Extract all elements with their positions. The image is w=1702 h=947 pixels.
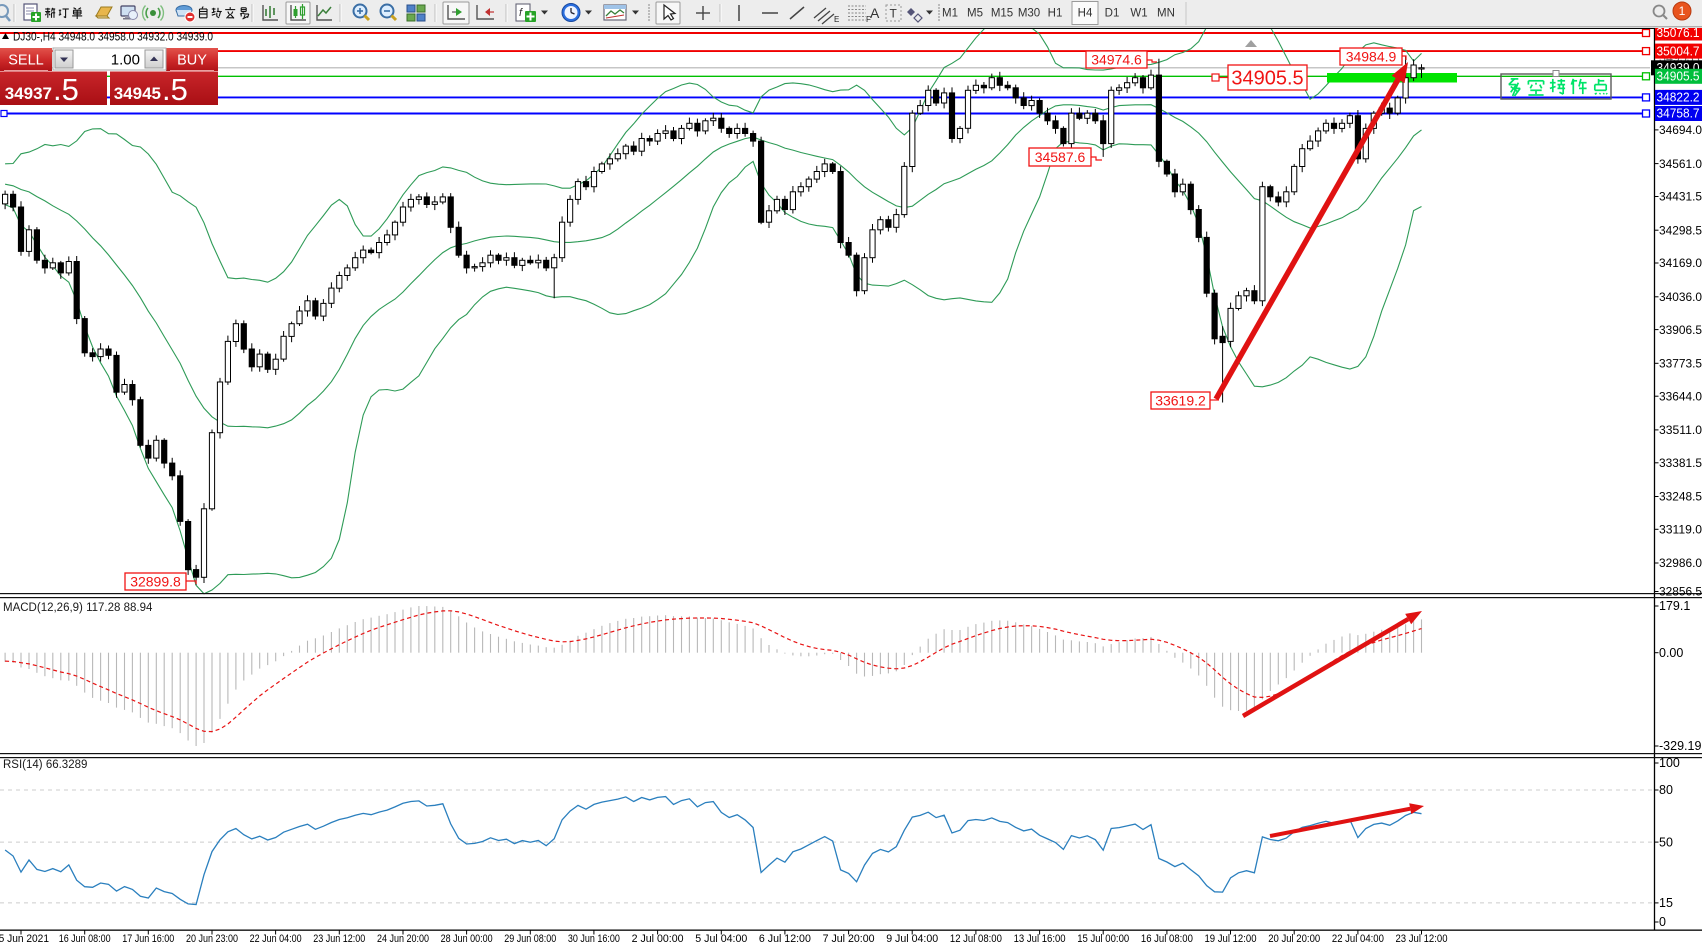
svg-text:80: 80 bbox=[1659, 783, 1673, 797]
svg-text:23 Jul 12:00: 23 Jul 12:00 bbox=[1396, 933, 1448, 945]
svg-text:17 Jun 16:00: 17 Jun 16:00 bbox=[122, 933, 174, 945]
svg-text:32899.8: 32899.8 bbox=[130, 574, 181, 590]
svg-text:2 Jul 00:00: 2 Jul 00:00 bbox=[632, 933, 684, 945]
svg-text:15: 15 bbox=[1659, 896, 1673, 910]
svg-text:f: f bbox=[519, 7, 523, 19]
svg-text:33511.0: 33511.0 bbox=[1659, 423, 1702, 437]
svg-text:0: 0 bbox=[1659, 915, 1666, 929]
svg-text:33773.5: 33773.5 bbox=[1659, 357, 1702, 371]
svg-text:0.00: 0.00 bbox=[1659, 646, 1683, 660]
svg-text:24 Jun 20:00: 24 Jun 20:00 bbox=[377, 933, 429, 945]
svg-text:F: F bbox=[866, 15, 871, 24]
svg-text:1: 1 bbox=[1679, 4, 1686, 18]
svg-text:20 Jul 20:00: 20 Jul 20:00 bbox=[1268, 933, 1320, 945]
svg-text:.5: .5 bbox=[53, 72, 79, 107]
svg-text:19 Jul 12:00: 19 Jul 12:00 bbox=[1205, 933, 1257, 945]
svg-text:W1: W1 bbox=[1130, 8, 1147, 20]
svg-text:H4: H4 bbox=[1078, 8, 1093, 20]
svg-text:15 Jun 2021: 15 Jun 2021 bbox=[0, 933, 49, 945]
svg-text:7 Jul 20:00: 7 Jul 20:00 bbox=[823, 933, 875, 945]
svg-text:E: E bbox=[834, 15, 839, 24]
svg-text:100: 100 bbox=[1659, 756, 1680, 770]
svg-text:33906.5: 33906.5 bbox=[1659, 323, 1702, 337]
svg-text:SELL: SELL bbox=[8, 53, 43, 69]
svg-text:34036.0: 34036.0 bbox=[1659, 290, 1702, 304]
svg-text:-329.19: -329.19 bbox=[1659, 739, 1701, 753]
svg-text:34561.0: 34561.0 bbox=[1659, 157, 1702, 171]
svg-text:9 Jul 04:00: 9 Jul 04:00 bbox=[886, 933, 938, 945]
svg-text:34822.2: 34822.2 bbox=[1657, 91, 1700, 105]
svg-text:22 Jun 04:00: 22 Jun 04:00 bbox=[250, 933, 302, 945]
svg-text:5 Jul 04:00: 5 Jul 04:00 bbox=[695, 933, 747, 945]
svg-text:33248.5: 33248.5 bbox=[1659, 490, 1702, 504]
svg-text:32856.5: 32856.5 bbox=[1659, 585, 1702, 599]
svg-text:34905.5: 34905.5 bbox=[1657, 70, 1700, 84]
svg-text:30 Jun 16:00: 30 Jun 16:00 bbox=[568, 933, 620, 945]
svg-text:M15: M15 bbox=[991, 8, 1013, 20]
svg-text:33381.5: 33381.5 bbox=[1659, 456, 1702, 470]
svg-text:34937: 34937 bbox=[5, 84, 52, 103]
svg-text:34945: 34945 bbox=[114, 84, 161, 103]
svg-text:35076.1: 35076.1 bbox=[1657, 26, 1700, 40]
svg-text:RSI(14) 66.3289: RSI(14) 66.3289 bbox=[3, 759, 87, 771]
svg-text:MACD(12,26,9) 117.28 88.94: MACD(12,26,9) 117.28 88.94 bbox=[3, 602, 153, 614]
svg-text:A: A bbox=[870, 5, 880, 21]
svg-text:M30: M30 bbox=[1018, 8, 1040, 20]
svg-text:33119.0: 33119.0 bbox=[1659, 523, 1702, 537]
svg-text:H1: H1 bbox=[1048, 8, 1063, 20]
svg-text:35004.7: 35004.7 bbox=[1657, 44, 1700, 58]
svg-text:13 Jul 16:00: 13 Jul 16:00 bbox=[1014, 933, 1066, 945]
svg-text:50: 50 bbox=[1659, 835, 1673, 849]
svg-text:20 Jun 23:00: 20 Jun 23:00 bbox=[186, 933, 238, 945]
svg-text:34758.7: 34758.7 bbox=[1657, 107, 1700, 121]
svg-text:32986.0: 32986.0 bbox=[1659, 556, 1702, 570]
svg-text:12 Jul 08:00: 12 Jul 08:00 bbox=[950, 933, 1002, 945]
svg-text:DJ30-,H4 34948.0 34958.0 3493: DJ30-,H4 34948.0 34958.0 34932.0 34939.0 bbox=[13, 30, 213, 44]
svg-text:34587.6: 34587.6 bbox=[1035, 149, 1086, 165]
svg-text:34905.5: 34905.5 bbox=[1231, 68, 1303, 90]
svg-text:34694.0: 34694.0 bbox=[1659, 123, 1702, 137]
svg-text:1.00: 1.00 bbox=[111, 52, 140, 69]
svg-text:22 Jul 04:00: 22 Jul 04:00 bbox=[1332, 933, 1384, 945]
svg-text:179.1: 179.1 bbox=[1659, 599, 1690, 613]
svg-text:M1: M1 bbox=[942, 8, 958, 20]
svg-text:6 Jul 12:00: 6 Jul 12:00 bbox=[759, 933, 811, 945]
svg-text:33619.2: 33619.2 bbox=[1155, 393, 1206, 409]
svg-text:28 Jun 00:00: 28 Jun 00:00 bbox=[441, 933, 493, 945]
svg-text:23 Jun 12:00: 23 Jun 12:00 bbox=[313, 933, 365, 945]
svg-text:D1: D1 bbox=[1105, 8, 1120, 20]
svg-text:BUY: BUY bbox=[177, 53, 207, 69]
svg-text:33644.0: 33644.0 bbox=[1659, 389, 1702, 403]
svg-text:.5: .5 bbox=[162, 72, 188, 107]
svg-text:34169.0: 34169.0 bbox=[1659, 256, 1702, 270]
svg-text:34974.6: 34974.6 bbox=[1091, 52, 1142, 68]
svg-text:15 Jul 00:00: 15 Jul 00:00 bbox=[1077, 933, 1129, 945]
svg-text:16 Jul 08:00: 16 Jul 08:00 bbox=[1141, 933, 1193, 945]
svg-text:MN: MN bbox=[1157, 8, 1175, 20]
svg-text:29 Jun 08:00: 29 Jun 08:00 bbox=[504, 933, 556, 945]
svg-text:34984.9: 34984.9 bbox=[1346, 49, 1397, 65]
svg-text:M5: M5 bbox=[967, 8, 983, 20]
svg-text:34298.5: 34298.5 bbox=[1659, 223, 1702, 237]
svg-text:34431.5: 34431.5 bbox=[1659, 190, 1702, 204]
svg-text:16 Jun 08:00: 16 Jun 08:00 bbox=[59, 933, 111, 945]
svg-text:T: T bbox=[890, 7, 898, 21]
